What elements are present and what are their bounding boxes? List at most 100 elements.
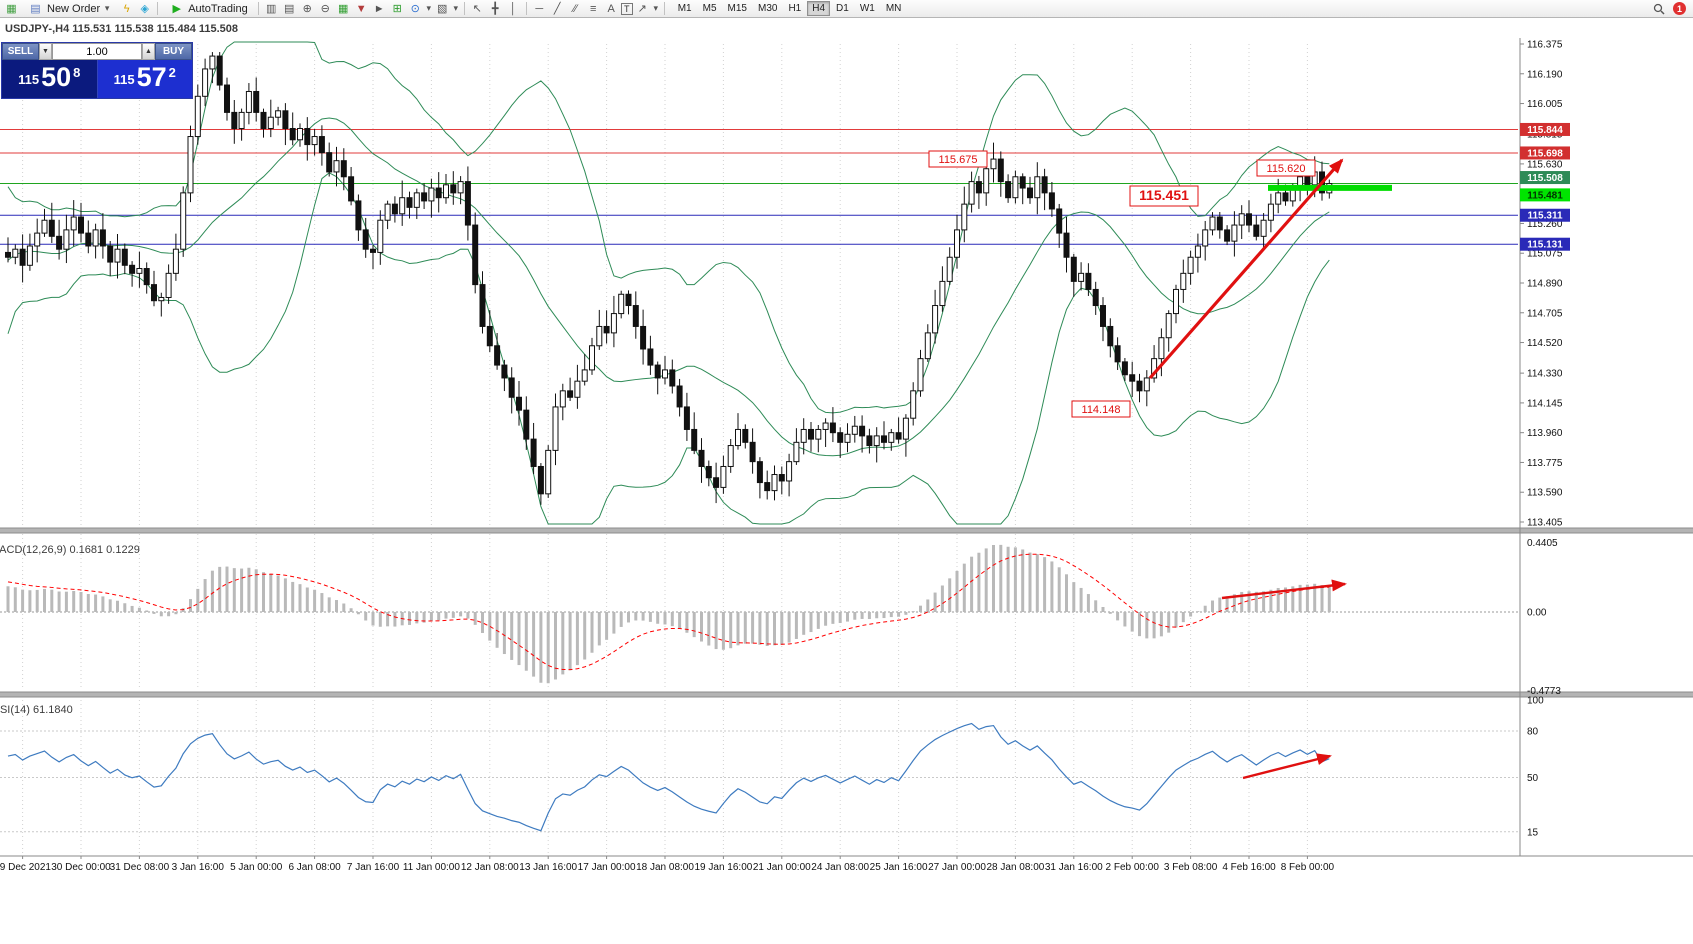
buy-price-button[interactable]: 115 57 2: [97, 60, 192, 98]
time-axis-label: 29 Dec 2021: [0, 862, 51, 873]
notification-badge[interactable]: 1: [1673, 2, 1686, 15]
price-marker-box: [1520, 122, 1570, 136]
indicator-labels: MACD(12,26,9) 0.1681 0.1229 RSI(14) 61.18…: [0, 544, 140, 716]
trend-arrows[interactable]: [1148, 158, 1347, 780]
svg-text:115.675: 115.675: [939, 154, 978, 166]
bollinger-upper: [7, 41, 1330, 414]
time-axis-label: 4 Feb 16:00: [1222, 862, 1276, 873]
horizontal-level-lines[interactable]: [0, 128, 1518, 245]
lot-size-input[interactable]: [52, 43, 142, 60]
price-axis-label: 113.775: [1527, 458, 1563, 469]
rsi-label: RSI(14) 61.1840: [0, 704, 73, 716]
search-icon[interactable]: [1650, 1, 1667, 17]
panel-separators: [0, 527, 1693, 698]
one-click-top-row: SELL ▼ ▲ BUY: [2, 43, 192, 60]
lot-increase-button[interactable]: ▲: [142, 43, 155, 60]
metaeditor-icon[interactable]: ϟ: [123, 2, 130, 15]
auto-scroll-icon[interactable]: ▼: [355, 2, 367, 15]
trend-arrow: [1242, 753, 1332, 780]
timeframe-D1[interactable]: D1: [836, 3, 849, 14]
rsi-indicator: [0, 722, 1518, 833]
svg-text:115.451: 115.451: [1139, 187, 1189, 203]
horizontal-line-icon[interactable]: ─: [535, 2, 544, 15]
time-axis-label: 12 Jan 08:00: [461, 862, 519, 873]
price-axis-label: 115.630: [1527, 159, 1563, 170]
price-axis-label: 114.705: [1527, 308, 1563, 319]
buy-button[interactable]: BUY: [155, 43, 192, 60]
time-axis-label: 3 Feb 08:00: [1164, 862, 1218, 873]
new-order-icon: ▤: [30, 3, 41, 15]
toolbar-separator: [663, 2, 665, 15]
arrows-icon[interactable]: ↗: [637, 3, 647, 15]
macd-axis-label: 0.4405: [1527, 538, 1558, 549]
bar-chart-icon[interactable]: ▥: [266, 3, 277, 15]
price-axis-label: 115.075: [1527, 249, 1563, 260]
price-marker-box: [1520, 237, 1570, 251]
time-axis-label: 7 Jan 16:00: [347, 862, 400, 873]
timeframe-H4[interactable]: H4: [807, 1, 831, 16]
price-marker-box: [1520, 188, 1570, 202]
autotrading-label: AutoTrading: [188, 2, 248, 15]
timeframe-H1[interactable]: H1: [788, 3, 802, 14]
timeframe-toolbar: M1 M5 M15 M30 H1 H4 D1 W1 MN: [673, 1, 907, 16]
price-axis-label: 116.375: [1527, 40, 1563, 51]
rsi-axis-label: 100: [1527, 696, 1544, 707]
autotrading-button[interactable]: ▶ AutoTrading: [162, 1, 254, 17]
chart-canvas[interactable]: 116.375116.190116.005115.815115.630115.4…: [0, 18, 1693, 944]
new-order-button[interactable]: ▤ New Order ▾: [21, 1, 117, 17]
one-click-prices: 115 50 8 115 57 2: [2, 60, 192, 98]
price-axis-label: 114.145: [1527, 398, 1563, 409]
price-annotations[interactable]: 115.675 115.451 115.620 114.148: [928, 150, 1316, 418]
bollinger-middle: [7, 117, 1330, 457]
timeframe-M1[interactable]: M1: [677, 3, 692, 14]
template-icon[interactable]: ▧: [437, 3, 448, 15]
time-axis-label: 21 Jan 00:00: [753, 862, 811, 873]
annotation-box: [1071, 400, 1131, 418]
chart-shift-icon[interactable]: ►: [373, 2, 385, 15]
time-axis-label: 17 Jan 00:00: [578, 862, 636, 873]
time-axis-label: 30 Dec 00:00: [51, 862, 111, 873]
sell-price-button[interactable]: 115 50 8: [2, 60, 98, 98]
price-axis-label: 113.590: [1527, 488, 1563, 499]
timeframe-M15[interactable]: M15: [727, 3, 747, 14]
macd-axis-label: 0.00: [1527, 608, 1547, 619]
time-axis-label: 2 Feb 00:00: [1106, 862, 1160, 873]
price-axis-label: 114.520: [1527, 338, 1563, 349]
chevron-down-icon: ▾: [104, 3, 110, 13]
community-icon[interactable]: ◈: [140, 3, 149, 15]
timeframe-W1[interactable]: W1: [859, 3, 875, 14]
svg-text:114.148: 114.148: [1082, 404, 1121, 416]
time-axis-label: 28 Jan 08:00: [986, 862, 1044, 873]
cursor-icon[interactable]: ↖: [472, 3, 482, 15]
chart-ohlc-title: USDJPY-,H4 115.531 115.538 115.484 115.5…: [5, 23, 239, 35]
zoom-out-icon[interactable]: ⊖: [320, 3, 330, 15]
sell-button[interactable]: SELL: [2, 43, 39, 60]
annotation-box: [1129, 185, 1199, 207]
time-axis-label: 31 Dec 08:00: [110, 862, 170, 873]
candlestick-chart-icon[interactable]: ▤: [284, 3, 295, 15]
trendline-icon[interactable]: ╱: [553, 3, 561, 15]
timeframe-M5[interactable]: M5: [702, 3, 717, 14]
lot-decrease-button[interactable]: ▼: [39, 43, 52, 60]
tile-windows-icon[interactable]: ▦: [338, 3, 349, 15]
macd-indicator: [0, 544, 1518, 684]
time-axis-label: 11 Jan 00:00: [403, 862, 461, 873]
timeframe-M30[interactable]: M30: [757, 3, 778, 14]
vertical-line-icon[interactable]: │: [509, 2, 517, 15]
app-icon: ▦: [6, 3, 17, 15]
add-indicator-icon[interactable]: ⊞: [392, 3, 402, 15]
periods-icon[interactable]: ⊙: [410, 3, 420, 15]
fibonacci-icon[interactable]: ≡: [590, 2, 597, 15]
timeframe-MN[interactable]: MN: [885, 3, 902, 14]
svg-text:115.698: 115.698: [1527, 148, 1563, 159]
crosshair-icon[interactable]: ╋: [491, 3, 499, 15]
time-axis-label: 3 Jan 16:00: [172, 862, 225, 873]
price-axis[interactable]: 116.375116.190116.005115.815115.630115.4…: [0, 38, 1693, 857]
time-axis-label: 27 Jan 00:00: [928, 862, 986, 873]
annotation-box: [1256, 159, 1316, 177]
channel-icon[interactable]: ∕∕: [573, 2, 578, 15]
text-label-icon[interactable]: T: [620, 2, 633, 15]
text-icon[interactable]: A: [607, 2, 615, 15]
zoom-in-icon[interactable]: ⊕: [302, 3, 312, 15]
